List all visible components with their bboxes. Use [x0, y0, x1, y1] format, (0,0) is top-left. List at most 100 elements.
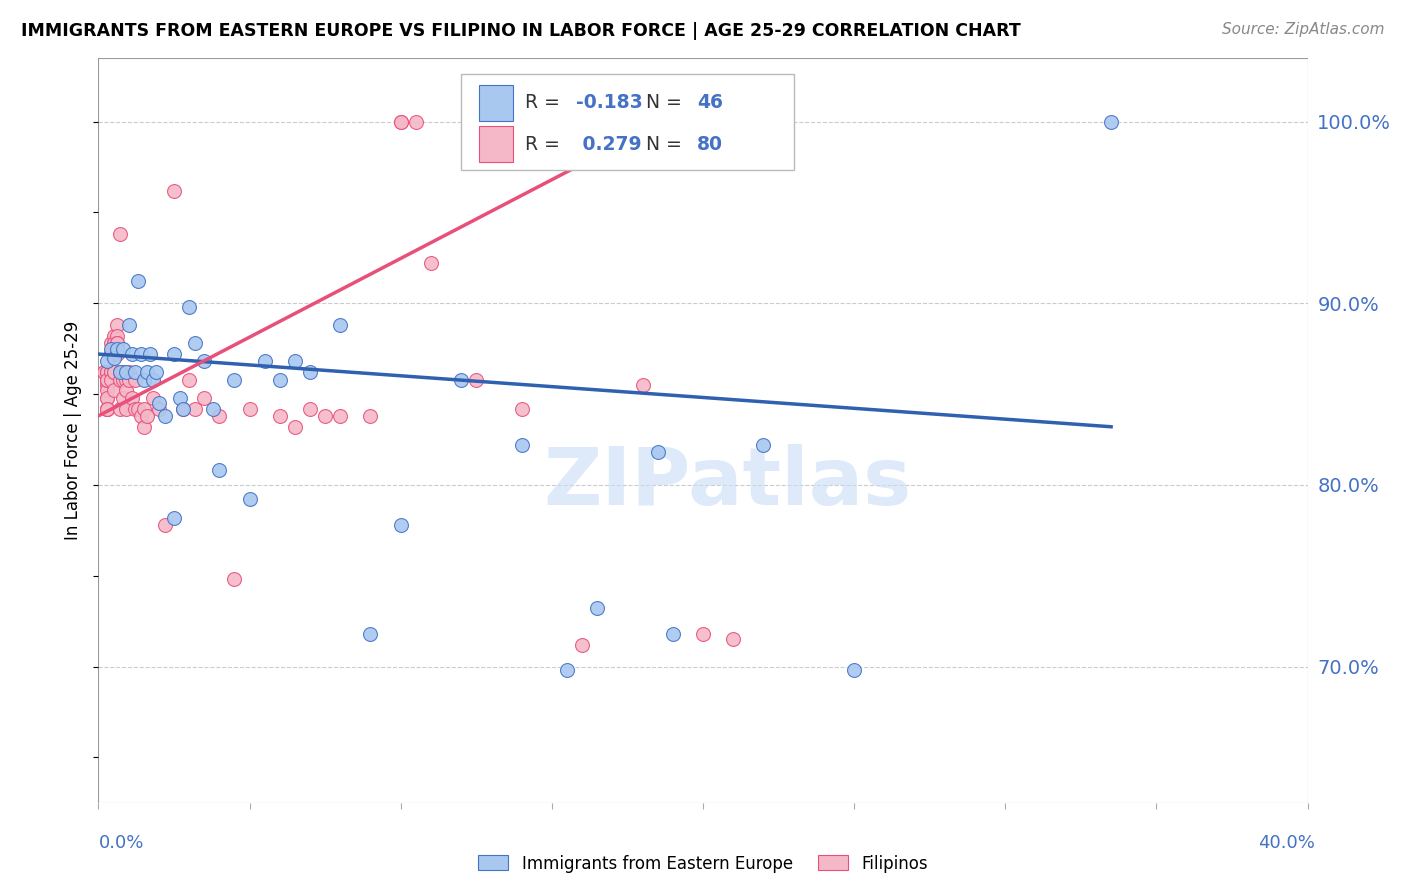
Point — [100, 347, 122, 361]
Point — [269, 409, 291, 423]
Point — [132, 372, 155, 386]
Point — [96, 384, 118, 398]
Point — [172, 401, 194, 416]
Text: IMMIGRANTS FROM EASTERN EUROPE VS FILIPINO IN LABOR FORCE | AGE 25-29 CORRELATIO: IMMIGRANTS FROM EASTERN EUROPE VS FILIPI… — [21, 22, 1021, 40]
Point — [239, 401, 262, 416]
Point — [96, 354, 118, 368]
Point — [389, 517, 412, 532]
Point — [100, 347, 122, 361]
Point — [96, 365, 118, 379]
Point — [96, 378, 118, 392]
Point — [555, 663, 578, 677]
Text: R =: R = — [526, 135, 567, 153]
FancyBboxPatch shape — [479, 126, 513, 161]
Point — [135, 365, 157, 379]
Point — [118, 372, 141, 386]
Point — [124, 401, 146, 416]
Point — [145, 365, 167, 379]
Point — [100, 372, 122, 386]
Point — [148, 396, 170, 410]
Point — [96, 372, 118, 386]
Point — [153, 517, 176, 532]
Point — [96, 401, 118, 416]
Point — [118, 318, 141, 332]
Point — [114, 384, 136, 398]
Point — [360, 409, 382, 423]
Point — [224, 372, 246, 386]
Point — [299, 365, 322, 379]
Point — [103, 336, 125, 351]
Point — [108, 365, 131, 379]
Point — [647, 445, 669, 459]
Point — [129, 409, 152, 423]
Point — [224, 572, 246, 586]
Point — [510, 438, 533, 452]
Point — [100, 365, 122, 379]
Point — [692, 627, 714, 641]
Point — [103, 351, 125, 365]
Point — [114, 401, 136, 416]
Point — [752, 438, 775, 452]
Point — [103, 365, 125, 379]
Text: N =: N = — [647, 93, 688, 112]
Point — [389, 114, 412, 128]
Text: ZIPatlas: ZIPatlas — [543, 443, 911, 522]
Point — [142, 372, 165, 386]
Text: 0.0%: 0.0% — [98, 834, 143, 852]
Point — [163, 184, 186, 198]
Text: 0.279: 0.279 — [576, 135, 641, 153]
Point — [389, 114, 412, 128]
Point — [100, 342, 122, 356]
Point — [96, 365, 118, 379]
Point — [100, 365, 122, 379]
Point — [284, 419, 307, 434]
Point — [172, 401, 194, 416]
Point — [299, 401, 322, 416]
Point — [360, 627, 382, 641]
Point — [108, 365, 131, 379]
Point — [103, 384, 125, 398]
Point — [127, 401, 149, 416]
Point — [208, 463, 231, 477]
Text: 46: 46 — [697, 93, 723, 112]
Point — [135, 409, 157, 423]
Point — [184, 336, 207, 351]
Point — [269, 372, 291, 386]
Point — [105, 336, 128, 351]
Point — [1099, 114, 1122, 128]
Point — [105, 347, 128, 361]
Point — [111, 342, 134, 356]
Text: 40.0%: 40.0% — [1258, 834, 1315, 852]
Point — [405, 114, 427, 128]
Text: 80: 80 — [697, 135, 723, 153]
Point — [193, 391, 215, 405]
Point — [96, 391, 118, 405]
Y-axis label: In Labor Force | Age 25-29: In Labor Force | Age 25-29 — [65, 321, 83, 540]
Point — [129, 347, 152, 361]
Point — [111, 365, 134, 379]
Point — [179, 300, 201, 314]
Point — [121, 347, 143, 361]
Point — [571, 638, 593, 652]
Point — [844, 663, 866, 677]
Point — [510, 401, 533, 416]
Point — [111, 391, 134, 405]
Point — [163, 347, 186, 361]
Point — [105, 318, 128, 332]
Text: -0.183: -0.183 — [576, 93, 643, 112]
Point — [193, 354, 215, 368]
Point — [142, 391, 165, 405]
Point — [661, 627, 683, 641]
Point — [208, 409, 231, 423]
Point — [114, 365, 136, 379]
Point — [124, 372, 146, 386]
Point — [465, 372, 488, 386]
Point — [100, 336, 122, 351]
Point — [105, 336, 128, 351]
Point — [96, 372, 118, 386]
Point — [96, 401, 118, 416]
Point — [96, 401, 118, 416]
Point — [450, 372, 472, 386]
Point — [139, 347, 162, 361]
Point — [108, 227, 131, 242]
